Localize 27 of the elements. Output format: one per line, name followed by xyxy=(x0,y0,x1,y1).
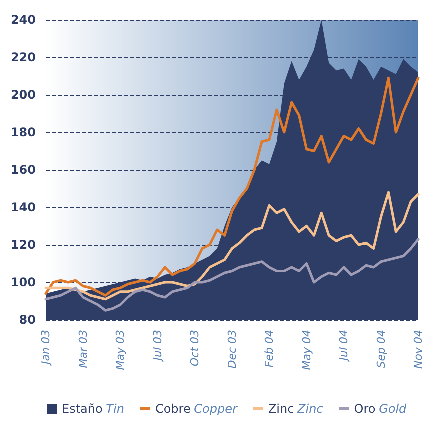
legend-label: Estaño Tin xyxy=(62,402,124,416)
x-tick-label: Jul 03 xyxy=(151,330,164,363)
legend-label: Zinc Zinc xyxy=(268,402,324,416)
y-tick-label: 240 xyxy=(10,13,36,27)
x-tick-label: Nov 04 xyxy=(412,330,424,369)
y-tick-label: 100 xyxy=(10,276,36,290)
y-tick-label: 80 xyxy=(19,313,36,327)
x-tick-label: May 03 xyxy=(114,330,127,370)
x-tick-label: Oct 03 xyxy=(188,330,202,367)
line-series xyxy=(44,238,420,312)
y-tick-label: 180 xyxy=(10,126,36,140)
y-tick-label: 200 xyxy=(10,88,36,102)
x-tick-label: Sep 04 xyxy=(374,330,388,368)
line-series xyxy=(44,191,420,301)
y-tick-label: 140 xyxy=(10,200,36,214)
legend-label: Cobre Copper xyxy=(155,402,239,416)
x-tick-label: Mar 03 xyxy=(76,330,90,368)
x-tick-label: Jul 04 xyxy=(338,330,350,363)
x-tick-label: Jan 03 xyxy=(40,330,52,366)
line-series xyxy=(44,76,420,297)
y-tick-label: 120 xyxy=(10,238,36,252)
y-tick-label: 220 xyxy=(10,50,36,64)
legend-label: Oro Gold xyxy=(354,402,408,416)
x-tick-label: Feb 04 xyxy=(263,330,276,368)
y-tick-label: 160 xyxy=(10,163,36,177)
x-tick-label: Dec 03 xyxy=(226,330,239,369)
x-tick-label: May 04 xyxy=(300,330,314,370)
